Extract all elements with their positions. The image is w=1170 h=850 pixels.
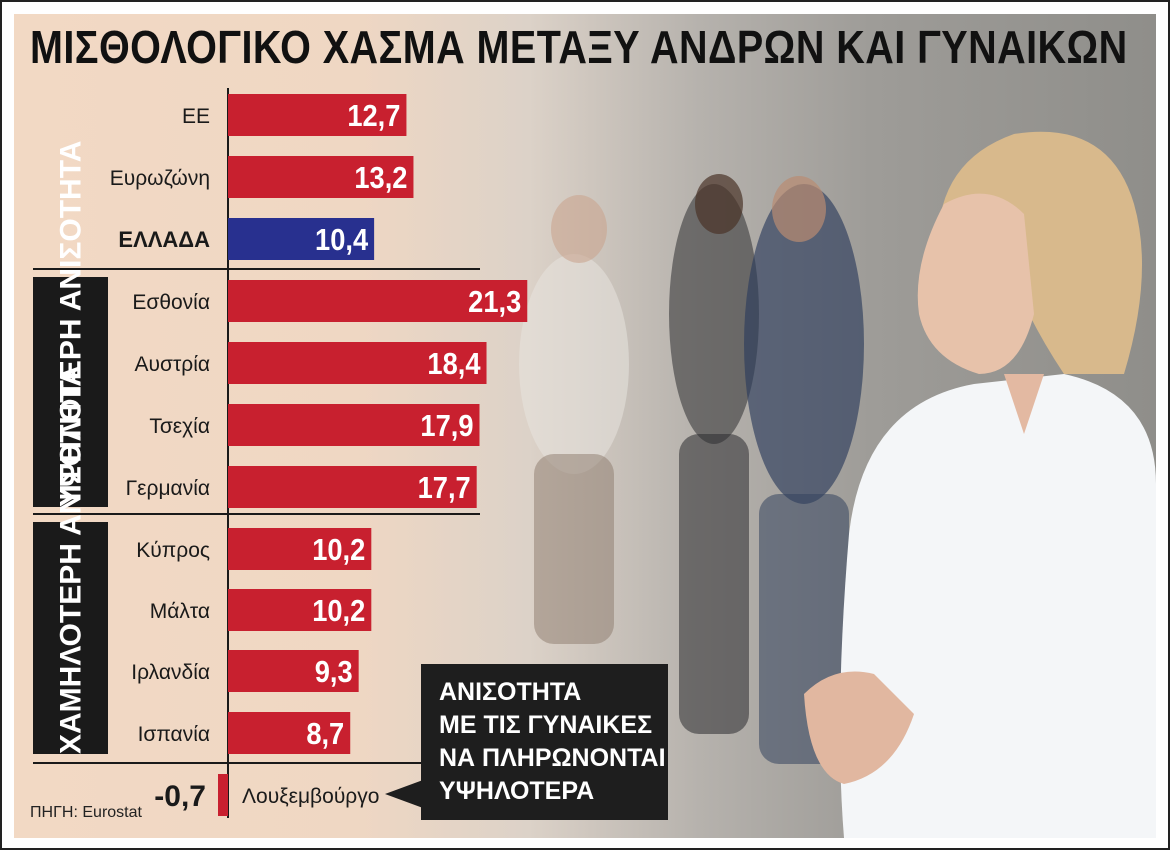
callout-text: ΑΝΙΣΟΤΗΤΑ ΜΕ ΤΙΣ ΓΥΝΑΙΚΕΣ ΝΑ ΠΛΗΡΩΝΟΝΤΑΙ… (439, 678, 666, 805)
chart-title: ΜΙΣΘΟΛΟΓΙΚΟ ΧΑΣΜΑ ΜΕΤΑΞΥ ΑΝΔΡΩΝ ΚΑΙ ΓΥΝΑ… (30, 21, 1128, 73)
bar-value-label: 21,3 (468, 285, 521, 319)
bar (228, 94, 407, 136)
bar (228, 650, 359, 692)
category-label: Γερμανία (126, 477, 210, 500)
category-label: Τσεχία (149, 415, 210, 438)
bar-value-label: 13,2 (354, 161, 407, 195)
category-label: Λουξεμβούργο (242, 785, 379, 808)
bar (228, 342, 487, 384)
bar (228, 280, 528, 322)
bar-value-label: 10,2 (312, 594, 365, 628)
category-label: Ιρλανδία (131, 661, 210, 684)
bar (228, 156, 414, 198)
bar-value-label: 8,7 (306, 717, 344, 751)
bar-value-label: 17,7 (418, 471, 471, 505)
bar-value-label: 10,2 (312, 533, 365, 567)
bar-value-label: 9,3 (315, 655, 353, 689)
bar (228, 528, 372, 570)
category-label: Ισπανία (138, 723, 210, 746)
category-label: ΕΛΛΑΔΑ (118, 227, 210, 252)
callout-pointer (385, 780, 423, 808)
group-higher-inequality: ΥΨΗΛΟΤΕΡΗ ΑΝΙΣΟΤΗΤΑ (33, 141, 108, 507)
source-note: ΠΗΓΗ: Eurostat (30, 804, 142, 821)
category-label: Εσθονία (132, 291, 210, 314)
bar-value-label: 12,7 (347, 99, 400, 133)
bar (228, 466, 477, 508)
bar (228, 589, 372, 631)
callout-box: ΑΝΙΣΟΤΗΤΑ ΜΕ ΤΙΣ ΓΥΝΑΙΚΕΣ ΝΑ ΠΛΗΡΩΝΟΝΤΑΙ… (421, 664, 668, 820)
group-label-lower: ΧΑΜΗΛΟΤΕΡΗ ΑΝΙΣΟΤΗΤΑ (54, 365, 87, 754)
category-label: ΕΕ (182, 105, 210, 128)
category-label: Κύπρος (136, 539, 210, 562)
category-label: Αυστρία (135, 353, 211, 376)
bar (228, 218, 375, 260)
category-label: Ευρωζώνη (110, 167, 210, 190)
bar (228, 404, 480, 446)
bar-value-label: 18,4 (427, 347, 481, 381)
category-label: Μάλτα (150, 600, 210, 623)
group-lower-inequality: ΧΑΜΗΛΟΤΕΡΗ ΑΝΙΣΟΤΗΤΑ (33, 365, 108, 754)
background-photo (519, 131, 1156, 838)
bar (228, 712, 351, 754)
bar-value-label: -0,7 (154, 780, 206, 813)
bar-value-label: 10,4 (315, 223, 369, 257)
bar-value-label: 17,9 (420, 409, 473, 443)
bar (218, 774, 228, 816)
